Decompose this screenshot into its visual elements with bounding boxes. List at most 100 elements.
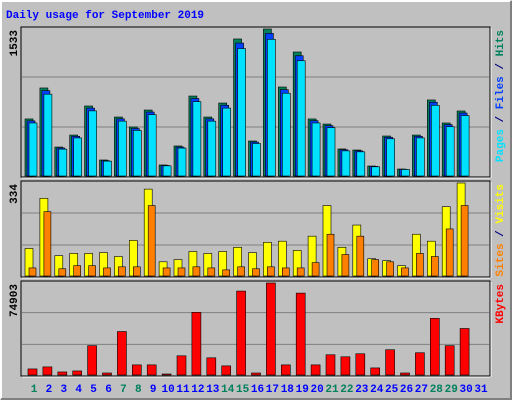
bar (401, 169, 410, 177)
legend: Pages / Files / Hits (495, 30, 507, 162)
bar (460, 115, 470, 177)
bar (460, 205, 469, 277)
bar (267, 266, 275, 277)
x-tick-label: 16 (251, 384, 264, 396)
x-tick-label: 21 (325, 384, 339, 396)
bar (444, 345, 455, 376)
legend-entry: Files (495, 76, 507, 109)
bar (400, 372, 410, 376)
bar (416, 137, 425, 177)
bar (207, 267, 216, 277)
bar (162, 165, 172, 177)
x-tick-label: 12 (191, 384, 204, 396)
bar (28, 267, 37, 277)
bar (386, 261, 394, 277)
x-tick-label: 31 (474, 384, 488, 396)
bar (371, 259, 380, 277)
x-tick-label: 4 (75, 384, 82, 396)
bar (280, 364, 291, 376)
legend-separator: / (495, 109, 507, 129)
bar (296, 60, 306, 177)
bar (27, 368, 38, 376)
bar (236, 290, 246, 376)
bar (386, 138, 395, 177)
legend-entry: Visits (495, 184, 507, 224)
x-tick-label: 26 (400, 384, 413, 396)
legend-entry: Sites (495, 243, 507, 276)
x-tick-label: 24 (370, 384, 384, 396)
bar (341, 254, 350, 277)
bar (73, 137, 82, 177)
bar (416, 253, 424, 277)
bar (370, 367, 381, 376)
y-tick-label: 74903 (9, 284, 21, 317)
x-tick-label: 15 (236, 384, 250, 396)
bar (281, 267, 290, 277)
bar (266, 282, 276, 376)
x-tick-label: 17 (266, 384, 279, 396)
x-tick-label: 25 (385, 384, 399, 396)
bar (311, 122, 321, 177)
bar (43, 93, 53, 177)
x-tick-label: 11 (176, 384, 190, 396)
bar (251, 372, 261, 376)
x-tick-label: 10 (161, 384, 174, 396)
legend: Sites / Visits (495, 184, 507, 276)
bar (58, 148, 68, 177)
x-tick-label: 29 (445, 384, 458, 396)
bar (445, 228, 454, 277)
bar (177, 267, 186, 277)
bar (102, 372, 112, 376)
bar (88, 110, 97, 177)
bar (445, 126, 455, 177)
x-tick-label: 20 (310, 384, 323, 396)
bar (73, 265, 81, 277)
bar (133, 266, 141, 277)
x-tick-label: 2 (46, 384, 53, 396)
bar (191, 312, 202, 376)
x-tick-label: 30 (459, 384, 472, 396)
bar (221, 365, 231, 376)
bar (401, 267, 409, 277)
bar (252, 268, 260, 277)
bar (162, 267, 171, 277)
bar (385, 349, 395, 376)
plot-area (20, 280, 491, 377)
bar (58, 268, 67, 277)
bar (281, 92, 291, 177)
bar (237, 266, 245, 277)
bar (57, 371, 68, 376)
bar (207, 120, 217, 177)
bar (133, 130, 142, 177)
bar (118, 266, 126, 277)
bar (117, 331, 127, 376)
bar (311, 262, 320, 277)
bar (295, 292, 306, 376)
x-tick-label: 3 (60, 384, 67, 396)
bar (252, 143, 261, 177)
x-tick-label: 18 (281, 384, 295, 396)
bar (356, 151, 366, 177)
x-tick-label: 23 (355, 384, 369, 396)
bar (237, 48, 246, 177)
x-tick-label: 13 (206, 384, 220, 396)
bar (176, 355, 187, 376)
bar (222, 269, 230, 277)
x-tick-label: 7 (120, 384, 127, 396)
bar (429, 318, 440, 376)
bar (326, 127, 336, 177)
x-tick-label: 19 (296, 384, 309, 396)
bar (325, 354, 336, 376)
bar (371, 166, 381, 177)
x-tick-label: 14 (221, 384, 235, 396)
bar (192, 101, 202, 177)
legend-entry: Pages (495, 129, 507, 162)
bar (161, 373, 172, 376)
bar (415, 352, 425, 376)
x-tick-label: 8 (135, 384, 142, 396)
bar (87, 345, 97, 376)
bar (42, 366, 53, 376)
